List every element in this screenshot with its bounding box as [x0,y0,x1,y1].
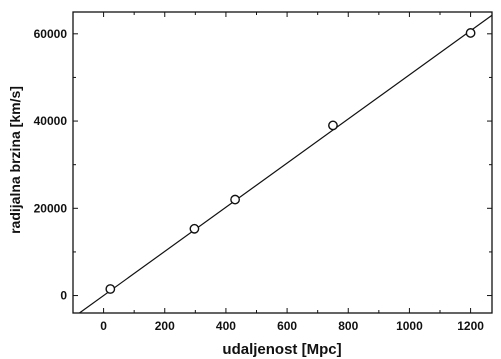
data-point [328,120,338,131]
fit-line [79,14,493,314]
y-tick-label: 20000 [34,201,68,215]
x-tick-label: 0 [100,319,107,333]
x-tick-label: 1200 [457,319,484,333]
x-tick-label: 200 [155,319,175,333]
x-tick-label: 400 [216,319,236,333]
y-tick-label: 40000 [34,114,68,128]
data-point [105,284,116,294]
x-axis-label: udaljenost [Mpc] [222,341,341,358]
data-point [465,28,476,38]
plot-area [72,11,493,314]
axis-ticks: 0 200 400 600 800 1000 1200 0 20000 40000 60000 [34,12,492,333]
x-tick-label: 800 [338,319,358,333]
data-points [105,28,476,294]
data-point [189,223,200,234]
fit-line-group [79,14,493,314]
y-tick-label: 0 [60,289,67,303]
data-point [230,194,240,205]
x-tick-label: 600 [277,319,297,333]
y-axis-label: radijalna brzina [km/s] [7,86,23,234]
x-tick-label: 1000 [396,319,423,333]
y-tick-label: 60000 [34,27,68,41]
